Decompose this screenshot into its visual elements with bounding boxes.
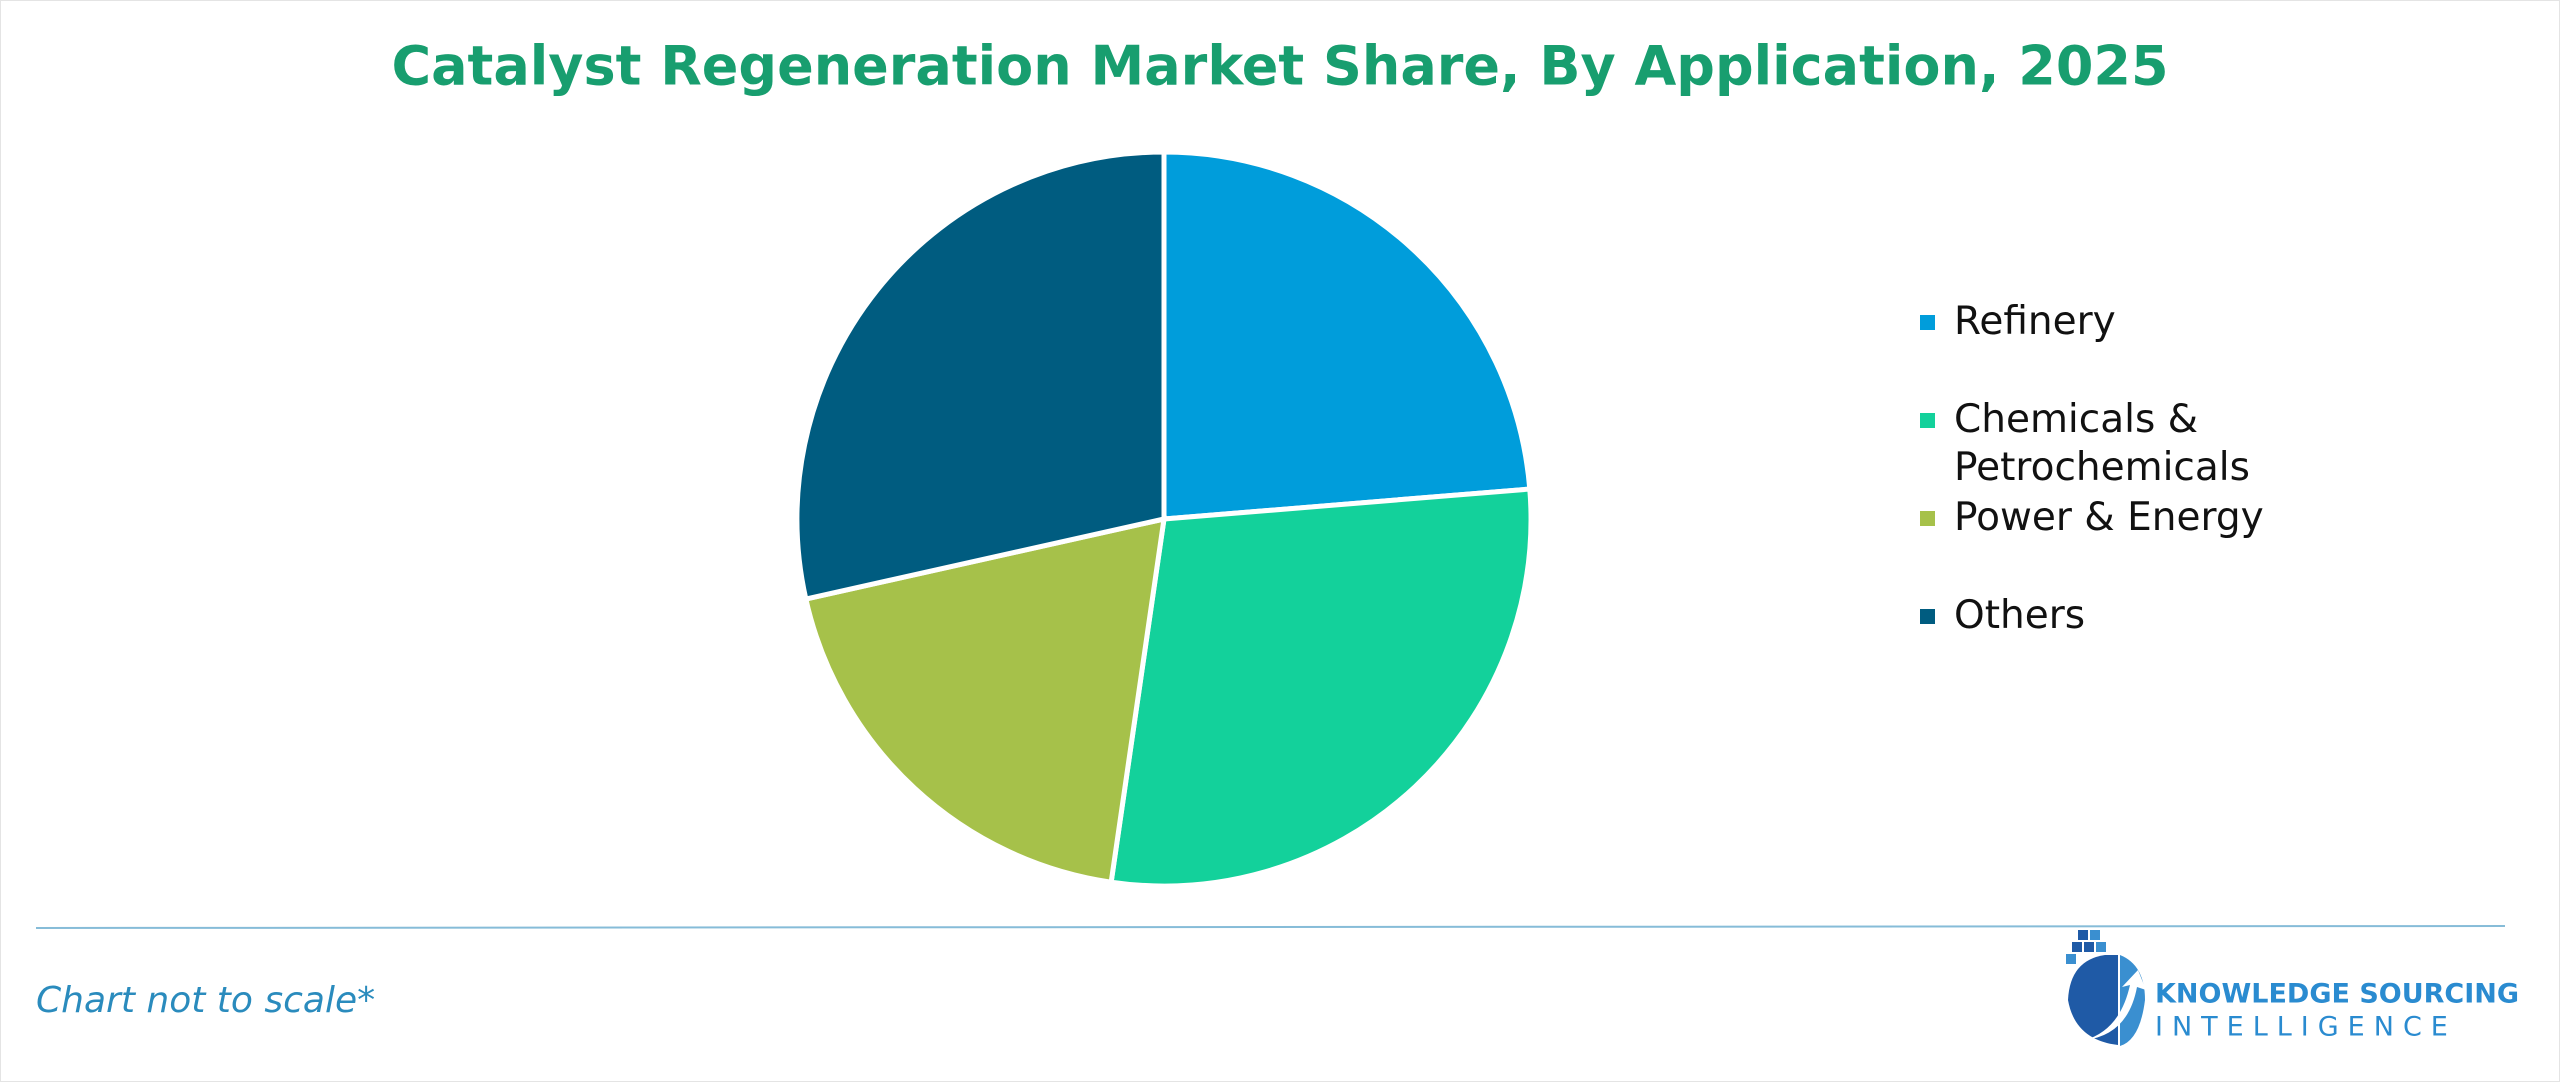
pie-slice	[1161, 149, 1533, 522]
legend-swatch	[1920, 413, 1935, 428]
legend-item: Others	[1920, 592, 2294, 640]
legend-swatch	[1920, 609, 1935, 624]
brand-line1: KNOWLEDGE SOURCING	[2155, 979, 2519, 1010]
legend-item: Refinery	[1920, 298, 2294, 346]
brand-line2: INTELLIGENCE	[2155, 1012, 2457, 1043]
pie-slice	[794, 149, 1167, 603]
chart-title: Catalyst Regeneration Market Share, By A…	[391, 35, 2168, 98]
legend-label: Refinery	[1954, 299, 2116, 344]
pie-slice	[1108, 486, 1534, 889]
separator	[35, 925, 2506, 929]
footnote: Chart not to scale*	[36, 980, 375, 1021]
legend-label: Power & Energy	[1954, 495, 2264, 540]
legend-swatch	[1920, 511, 1935, 526]
logo-icon	[2066, 930, 2146, 1046]
legend-label: Chemicals & Petrochemicals	[1954, 397, 2250, 490]
legend-label: Others	[1954, 593, 2086, 638]
pie-slice	[802, 515, 1167, 886]
legend-swatch	[1920, 315, 1935, 330]
legend-item: Chemicals & Petrochemicals	[1920, 396, 2294, 492]
legend-item: Power & Energy	[1920, 494, 2294, 542]
